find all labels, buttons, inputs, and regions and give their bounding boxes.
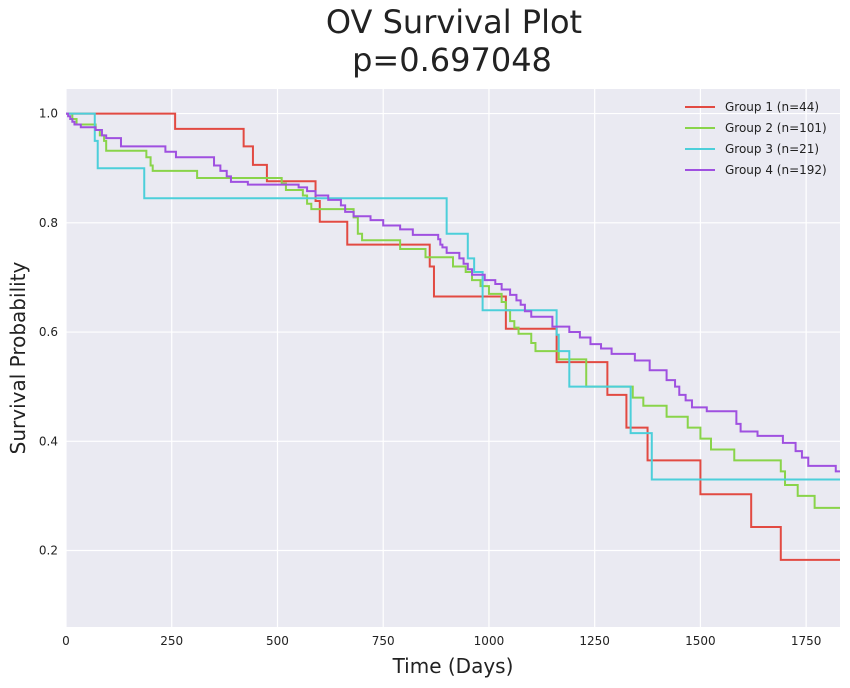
x-tick-label: 750: [372, 634, 395, 648]
chart-title-line-1: OV Survival Plot: [326, 3, 582, 41]
plot-area: [66, 89, 840, 627]
legend-label-group-2: Group 2 (n=101): [725, 121, 827, 135]
series-line-group-3: [66, 112, 840, 481]
x-tick-label: 1750: [791, 634, 822, 648]
axis-ticks: 0 250 500 750 1000 1250 1500 1750 0.2 0.4 0.6 0.8 1.…: [39, 107, 822, 648]
legend-label-group-4: Group 4 (n=192): [725, 163, 827, 177]
chart-title-line-2: p=0.697048: [352, 41, 552, 79]
legend-label-group-1: Group 1 (n=44): [725, 100, 819, 114]
survival-curves: [66, 112, 840, 561]
x-tick-label: 500: [266, 634, 289, 648]
y-axis-label: Survival Probability: [6, 261, 30, 454]
series-line-group-1: [66, 112, 840, 561]
x-tick-label: 0: [62, 634, 70, 648]
x-tick-label: 1500: [685, 634, 716, 648]
x-tick-label: 1000: [474, 634, 505, 648]
series-line-group-4: [66, 112, 840, 473]
y-tick-label: 0.4: [39, 434, 58, 448]
y-tick-label: 0.2: [39, 544, 58, 558]
legend: Group 1 (n=44) Group 2 (n=101) Group 3 (n=…: [685, 100, 827, 177]
y-tick-label: 0.8: [39, 216, 58, 230]
x-axis-label: Time (Days): [392, 654, 514, 678]
x-tick-label: 250: [160, 634, 183, 648]
legend-label-group-3: Group 3 (n=21): [725, 142, 819, 156]
x-tick-label: 1250: [579, 634, 610, 648]
y-tick-label: 0.6: [39, 325, 58, 339]
y-tick-label: 1.0: [39, 107, 58, 121]
